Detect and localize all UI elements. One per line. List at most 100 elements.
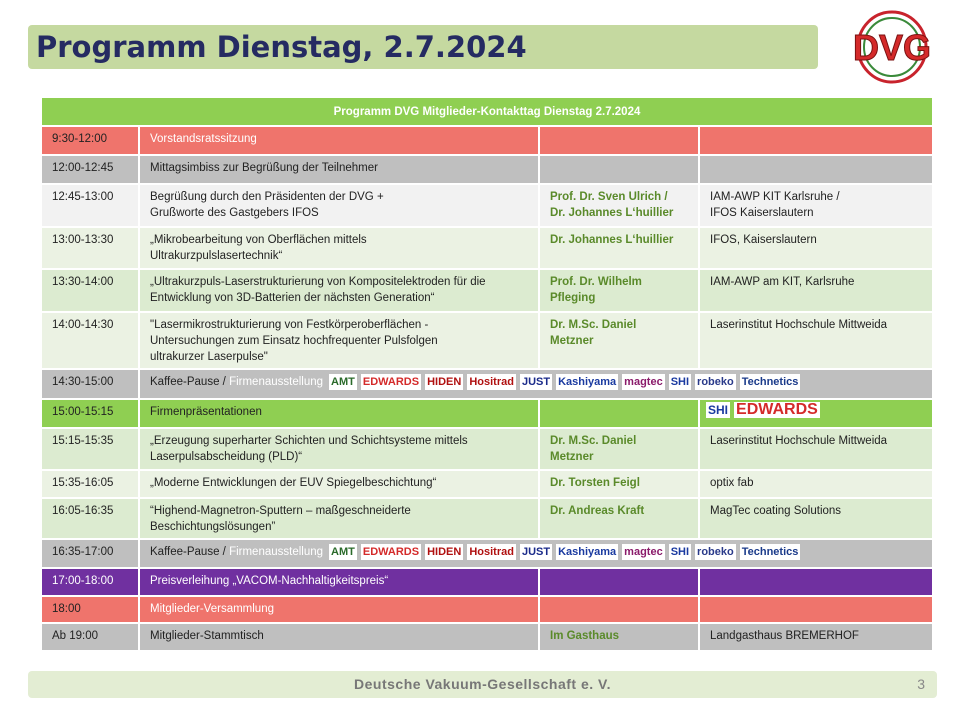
time-cell-text: Ab 19:00: [52, 630, 99, 642]
topic-cell: „Moderne Entwicklungen der EUV Spiegelbe…: [140, 471, 540, 497]
table-row: 9:30-12:00 Vorstandsratssitzung: [42, 127, 932, 154]
speaker-cell: Dr. Torsten Feigl: [540, 471, 700, 497]
topic-cell-text: “Highend-Magnetron-Sputtern – maßgeschne…: [150, 505, 411, 533]
speaker-cell-text: Dr. Torsten Feigl: [550, 477, 640, 489]
topic-cell: Begrüßung durch den Präsidenten der DVG …: [140, 185, 540, 226]
time-cell-text: 13:30-14:00: [52, 276, 114, 288]
time-cell: 9:30-12:00: [42, 127, 140, 154]
table-row: 18:00 Mitglieder-Versammlung: [42, 597, 932, 622]
sponsor-logo: AMT: [329, 374, 357, 390]
sponsor-logo: SHI: [668, 374, 692, 390]
org-cell: [700, 569, 932, 595]
topic-cell-text: Vorstandsratssitzung: [150, 133, 257, 145]
time-cell: 12:45-13:00: [42, 185, 140, 226]
org-cell-text: IAM-AWP KIT Karlsruhe / IFOS Kaiserslaut…: [710, 191, 840, 219]
table-row: 15:00-15:15 Firmenpräsentationen SHI EDWARD…: [42, 400, 932, 427]
org-cell: [700, 597, 932, 622]
sponsor-logos: AMT EDWARDS HIDEN Hositrad JUST Kashiyama magt…: [329, 544, 801, 560]
sponsor-logos: AMT EDWARDS HIDEN Hositrad JUST Kashiyama magt…: [329, 374, 801, 390]
table-header: Programm DVG Mitglieder-Kontakttag Diens…: [42, 98, 932, 125]
time-cell-text: 16:05-16:35: [52, 505, 114, 517]
topic-cell: "Lasermikrostrukturierung von Festkörper…: [140, 313, 540, 368]
exhibition-label: Firmenausstellung: [229, 376, 324, 389]
speaker-cell: Dr. Andreas Kraft: [540, 499, 700, 538]
speaker-cell: Dr. M.Sc. Daniel Metzner: [540, 429, 700, 469]
presenter-logos: SHI EDWARDS: [706, 402, 820, 418]
topic-cell-text: Mittagsimbiss zur Begrüßung der Teilnehm…: [150, 162, 378, 174]
topic-cell-text: „Erzeugung superharter Schichten und Sch…: [150, 435, 468, 463]
sponsor-logo: magtec: [622, 374, 665, 390]
topic-cell-text: Mitglieder-Versammlung: [150, 603, 274, 615]
time-cell-text: 18:00: [52, 603, 81, 615]
footer-text: Deutsche Vakuum-Gesellschaft e. V.: [354, 676, 611, 692]
time-cell: 12:00-12:45: [42, 156, 140, 183]
org-cell: Landgasthaus BREMERHOF: [700, 624, 932, 650]
topic-cell: Preisverleihung „VACOM-Nachhaltigkeitspr…: [140, 569, 540, 595]
speaker-cell: [540, 127, 700, 154]
topic-cell: Mitglieder-Stammtisch: [140, 624, 540, 650]
speaker-cell: Prof. Dr. Sven Ulrich / Dr. Johannes L‘h…: [540, 185, 700, 226]
sponsor-logo: HIDEN: [425, 544, 464, 560]
org-cell: IAM-AWP am KIT, Karlsruhe: [700, 270, 932, 311]
speaker-cell-text: Dr. Johannes L‘huillier: [550, 234, 674, 246]
time-cell: Ab 19:00: [42, 624, 140, 650]
org-cell-text: optix fab: [710, 477, 754, 489]
time-cell: 14:00-14:30: [42, 313, 140, 368]
table-row: 15:15-15:35 „Erzeugung superharter Schich…: [42, 429, 932, 469]
speaker-cell: Im Gasthaus: [540, 624, 700, 650]
sponsor-logo: Kashiyama: [556, 374, 619, 390]
sponsor-logo: magtec: [622, 544, 665, 560]
table-row: 16:35-17:00 Kaffee-Pause / Firmenausstell…: [42, 540, 932, 567]
org-cell: IFOS, Kaiserslautern: [700, 228, 932, 268]
time-cell-text: 17:00-18:00: [52, 575, 114, 587]
speaker-cell-text: Prof. Dr. Wilhelm Pfleging: [550, 276, 642, 304]
speaker-cell: Dr. M.Sc. Daniel Metzner: [540, 313, 700, 368]
table-row: 16:05-16:35 “Highend-Magnetron-Sputtern –…: [42, 499, 932, 538]
sponsor-logo: Hositrad: [467, 374, 516, 390]
table-row: Ab 19:00 Mitglieder-Stammtisch Im Gasthaus…: [42, 624, 932, 650]
topic-cell-text: Begrüßung durch den Präsidenten der DVG …: [150, 191, 384, 219]
sponsor-logo: JUST: [519, 544, 553, 560]
sponsor-logo: robeko: [695, 544, 736, 560]
presenter-logo: SHI: [706, 402, 731, 418]
time-cell-text: 16:35-17:00: [52, 546, 114, 558]
svg-text:DVG: DVG: [853, 27, 931, 68]
time-cell-text: 15:00-15:15: [52, 406, 114, 418]
time-cell: 13:00-13:30: [42, 228, 140, 268]
time-cell-text: 15:35-16:05: [52, 477, 114, 489]
sponsor-logo: AMT: [329, 544, 357, 560]
org-cell: Laserinstitut Hochschule Mittweida: [700, 313, 932, 368]
topic-cell-text: "Lasermikrostrukturierung von Festkörper…: [150, 319, 438, 363]
topic-cell: „Mikrobearbeitung von Oberflächen mittel…: [140, 228, 540, 268]
topic-cell: Mittagsimbiss zur Begrüßung der Teilnehm…: [140, 156, 540, 183]
time-cell: 16:35-17:00: [42, 540, 140, 567]
time-cell: 16:05-16:35: [42, 499, 140, 538]
topic-cell: Firmenpräsentationen: [140, 400, 540, 427]
table-row: 17:00-18:00 Preisverleihung „VACOM-Nachha…: [42, 569, 932, 595]
time-cell: 14:30-15:00: [42, 370, 140, 398]
speaker-cell: [540, 156, 700, 183]
time-cell-text: 14:00-14:30: [52, 319, 114, 331]
presenter-logo: EDWARDS: [734, 401, 820, 418]
time-cell-text: 12:00-12:45: [52, 162, 114, 174]
sponsor-logo: SHI: [668, 544, 692, 560]
org-cell-text: IFOS, Kaiserslautern: [710, 234, 817, 246]
table-row: 14:30-15:00 Kaffee-Pause / Firmenausstell…: [42, 370, 932, 398]
topic-cell: Kaffee-Pause / Firmenausstellung AMT EDWAR…: [140, 370, 932, 398]
table-row: 12:00-12:45 Mittagsimbiss zur Begrüßung d…: [42, 156, 932, 183]
table-row: 13:00-13:30 „Mikrobearbeitung von Oberflä…: [42, 228, 932, 268]
speaker-cell: Dr. Johannes L‘huillier: [540, 228, 700, 268]
title-bar: Programm Dienstag, 2.7.2024: [28, 25, 818, 69]
topic-cell-text: Kaffee-Pause /: [150, 546, 230, 559]
page-title: Programm Dienstag, 2.7.2024: [36, 30, 527, 64]
sponsor-logo: Hositrad: [467, 544, 516, 560]
time-cell: 13:30-14:00: [42, 270, 140, 311]
time-cell-text: 12:45-13:00: [52, 191, 114, 203]
time-cell-text: 9:30-12:00: [52, 133, 107, 145]
topic-cell-text: Firmenpräsentationen: [150, 406, 262, 418]
topic-cell: Kaffee-Pause / Firmenausstellung AMT EDWAR…: [140, 540, 932, 567]
org-cell: SHI EDWARDS: [700, 400, 932, 427]
org-cell: IAM-AWP KIT Karlsruhe / IFOS Kaiserslaut…: [700, 185, 932, 226]
org-cell-text: MagTec coating Solutions: [710, 505, 842, 517]
topic-cell-text: Preisverleihung „VACOM-Nachhaltigkeitspr…: [150, 575, 389, 587]
